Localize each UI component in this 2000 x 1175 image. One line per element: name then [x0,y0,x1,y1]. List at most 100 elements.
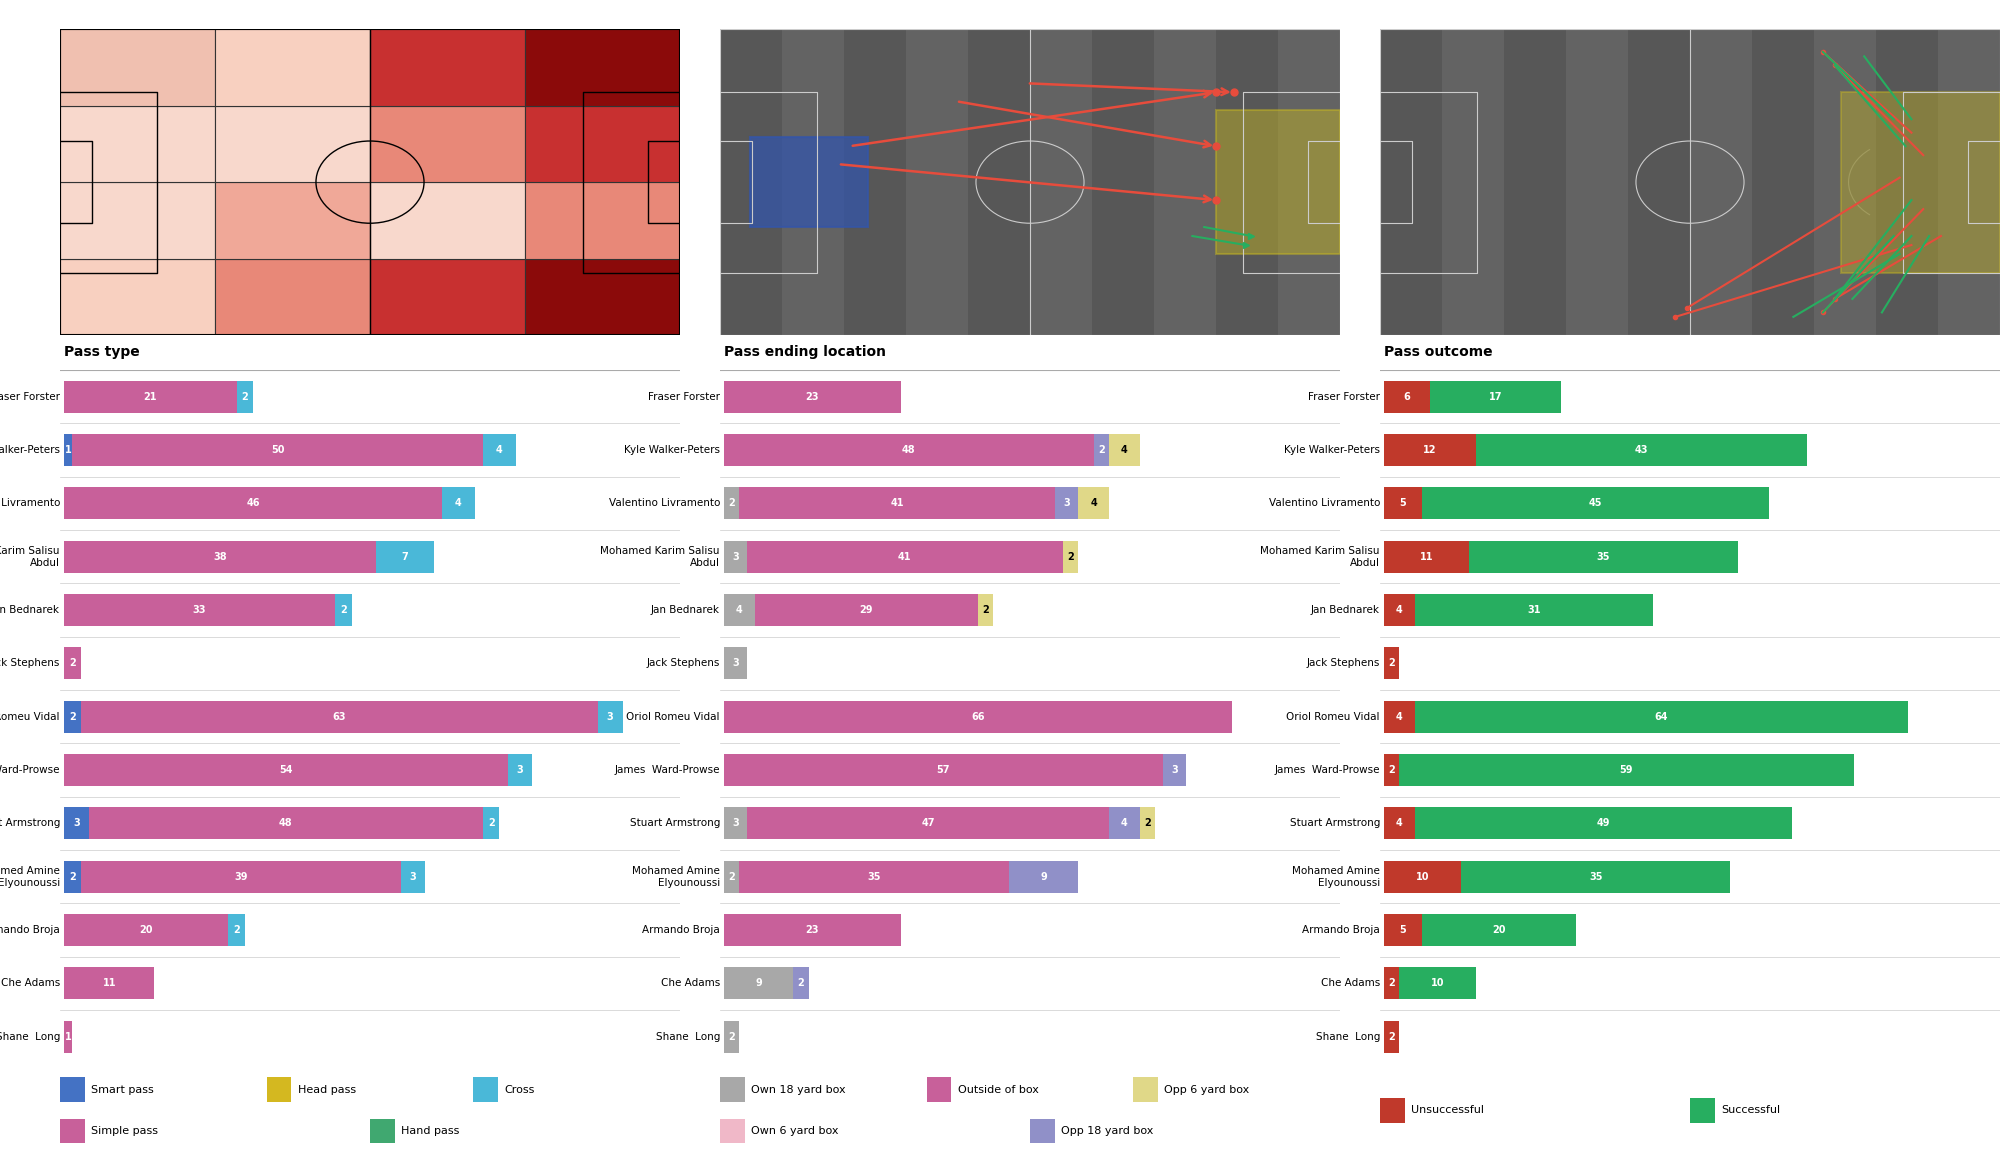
Text: Pass type: Pass type [64,345,140,360]
Bar [1384,807,1414,839]
Text: Stuart Armstrong: Stuart Armstrong [0,819,60,828]
Bar [1468,540,1738,572]
Text: 38: 38 [214,552,226,562]
Text: 4: 4 [736,605,742,615]
Text: Jan Bednarek: Jan Bednarek [1312,605,1380,615]
Text: 54: 54 [280,765,292,776]
Text: 2: 2 [488,819,494,828]
Bar [60,182,216,258]
Bar [64,540,376,572]
Text: Kyle Walker-Peters: Kyle Walker-Peters [624,445,720,455]
Text: 3: 3 [732,819,738,828]
Text: 9: 9 [756,979,762,988]
Bar [724,700,1232,733]
FancyBboxPatch shape [1690,1097,1714,1123]
Bar [724,754,1162,786]
Bar [750,137,868,227]
Bar [526,258,680,335]
Text: Mohamed Karim Salisu
Abdul: Mohamed Karim Salisu Abdul [0,546,60,568]
Text: 4: 4 [1396,819,1402,828]
Text: 4: 4 [454,498,462,509]
Text: 2: 2 [728,1032,734,1042]
Bar [720,29,782,335]
Text: Oriol Romeu Vidal: Oriol Romeu Vidal [1286,712,1380,721]
Text: 2: 2 [1388,658,1394,669]
Bar [1384,488,1422,519]
Text: 31: 31 [1528,605,1540,615]
Bar [64,700,80,733]
FancyBboxPatch shape [60,1077,84,1102]
Bar [64,754,508,786]
Text: Pass outcome: Pass outcome [1384,345,1492,360]
Bar [216,182,370,258]
Text: 41: 41 [898,552,912,562]
Text: 2: 2 [340,605,346,615]
Text: 3: 3 [516,765,524,776]
Bar [1400,754,1854,786]
FancyBboxPatch shape [1030,1119,1054,1143]
Bar [1422,488,1768,519]
Text: Smart pass: Smart pass [92,1085,154,1095]
Text: Kyle Walker-Peters: Kyle Walker-Peters [1284,445,1380,455]
Text: 2: 2 [1388,765,1394,776]
Text: 12: 12 [1424,445,1436,455]
Text: 66: 66 [972,712,984,721]
Bar [1566,29,1628,335]
Bar [740,861,1008,893]
Bar [60,29,216,106]
Bar [740,488,1056,519]
Bar [754,595,978,626]
Text: Fraser Forster: Fraser Forster [0,391,60,402]
FancyBboxPatch shape [720,1077,744,1102]
Text: 4: 4 [1120,819,1128,828]
Bar [64,595,336,626]
Text: 20: 20 [1492,925,1506,935]
Bar [724,434,1094,466]
Text: 29: 29 [860,605,874,615]
Text: Jack Stephens: Jack Stephens [1306,658,1380,669]
Text: 4: 4 [1090,498,1096,509]
Text: 2: 2 [68,712,76,721]
Text: Armando Broja: Armando Broja [0,925,60,935]
Bar [442,488,474,519]
Text: Che Adams: Che Adams [0,979,60,988]
Bar [1814,29,1876,335]
Text: 1: 1 [64,445,72,455]
Text: 3: 3 [74,819,80,828]
Bar [1140,807,1156,839]
Text: 2: 2 [1098,445,1104,455]
FancyBboxPatch shape [1134,1077,1158,1102]
Bar [1008,861,1078,893]
Text: Jack Stephens: Jack Stephens [646,658,720,669]
Bar [80,700,598,733]
FancyBboxPatch shape [474,1077,498,1102]
FancyBboxPatch shape [370,1119,394,1143]
Bar [64,1021,72,1053]
Bar [746,540,1062,572]
Text: 4: 4 [496,445,502,455]
Bar [336,595,352,626]
Text: Shane  Long: Shane Long [656,1032,720,1042]
FancyBboxPatch shape [1380,1097,1404,1123]
Bar [526,106,680,182]
Bar [1108,807,1140,839]
Bar [1414,807,1792,839]
Text: Mohamed Amine
Elyounoussi: Mohamed Amine Elyounoussi [632,866,720,887]
Text: Pass ending location: Pass ending location [724,345,886,360]
Text: 47: 47 [922,819,934,828]
Bar [64,807,88,839]
Text: 2: 2 [1068,552,1074,562]
Bar [80,861,400,893]
Text: 59: 59 [1620,765,1634,776]
Text: Kyle Walker-Peters: Kyle Walker-Peters [0,445,60,455]
Text: 2: 2 [1388,979,1394,988]
Text: 2: 2 [728,872,734,881]
Bar [64,914,228,946]
Bar [60,258,216,335]
Bar [482,807,500,839]
Bar [1504,29,1566,335]
Bar [724,647,746,679]
Bar [216,29,370,106]
Text: 2: 2 [1144,819,1150,828]
Text: 9: 9 [1040,872,1046,881]
